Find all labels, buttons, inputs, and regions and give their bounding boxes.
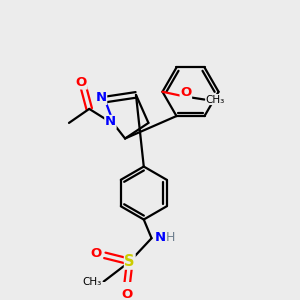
Text: N: N — [105, 116, 116, 128]
Text: H: H — [166, 231, 176, 244]
Text: O: O — [76, 76, 87, 89]
Text: N: N — [95, 92, 106, 104]
Text: O: O — [91, 247, 102, 260]
Text: CH₃: CH₃ — [83, 277, 102, 287]
Text: N: N — [155, 231, 166, 244]
Text: CH₃: CH₃ — [206, 94, 225, 104]
Text: O: O — [121, 288, 132, 300]
Text: S: S — [124, 254, 135, 269]
Text: O: O — [180, 86, 191, 99]
